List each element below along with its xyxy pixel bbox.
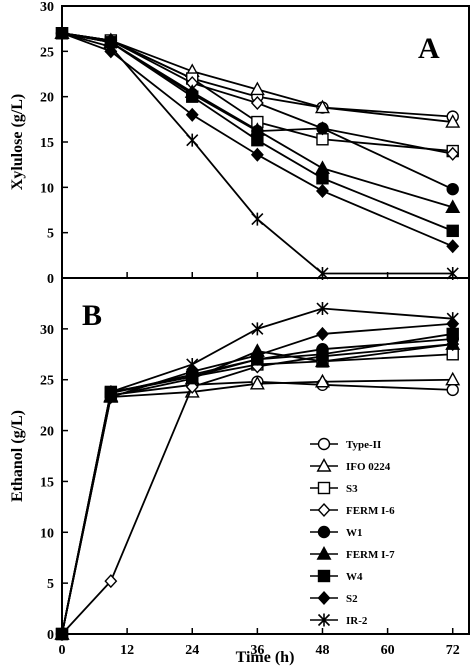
panel-b-point-ir-2 xyxy=(186,357,199,371)
panel-a-point-w1 xyxy=(316,122,329,135)
panel-b-y-tick-label: 10 xyxy=(40,526,54,541)
panel-b-point-s2 xyxy=(185,364,199,379)
panel-a-y-axis-label: Xylulose (g/L) xyxy=(9,94,26,190)
panel-b-point-ifo-0224 xyxy=(249,375,265,390)
panel-b-y-tick-label: 25 xyxy=(40,374,54,389)
panel-b-letter: B xyxy=(82,299,102,332)
panel-a-point-ir-2 xyxy=(104,40,117,54)
legend-marker-ferm-i-7 xyxy=(316,546,332,560)
panel-b-y-axis-label: Ethanol (g/L) xyxy=(9,410,26,502)
panel-a-series-line-w1 xyxy=(61,32,454,190)
legend-marker-w1 xyxy=(317,525,331,539)
panel-a-letter: A xyxy=(418,32,440,65)
panel-b-point-ferm-i-7 xyxy=(445,336,461,350)
panel-a-y-tick-label: 15 xyxy=(40,136,54,151)
x-tick-label: 0 xyxy=(59,643,66,658)
legend-marker-w4 xyxy=(317,569,331,583)
panel-a-y-tick-label: 30 xyxy=(40,0,54,15)
panel-a-point-ir-2 xyxy=(55,26,69,40)
legend-marker-s3 xyxy=(317,481,331,495)
panel-a-point-ifo-0224 xyxy=(445,114,461,128)
legend-marker-ir-2 xyxy=(317,613,331,627)
panel-a-point-ir-2 xyxy=(186,133,199,147)
panel-a-point-s2 xyxy=(446,239,460,254)
panel-a-point-ferm-i-7 xyxy=(314,160,330,174)
legend-label-ferm-i-7: FERM I-7 xyxy=(346,549,395,561)
legend-label-s2: S2 xyxy=(346,593,358,605)
panel-b-point-s2 xyxy=(316,326,329,341)
panel-a-series-line-w4 xyxy=(61,32,454,232)
panel-a-y-tick-label: 5 xyxy=(47,227,54,242)
x-tick-label: 72 xyxy=(446,643,460,658)
panel-b-point-ir-2 xyxy=(55,627,69,641)
panel-b-point-ir-2 xyxy=(251,322,264,336)
panel-a-point-ir-2 xyxy=(316,266,329,280)
legend-marker-ifo-0224 xyxy=(316,458,332,472)
x-tick-label: 24 xyxy=(185,643,199,658)
x-tick-label: 12 xyxy=(120,643,134,658)
panel-a-y-tick-label: 25 xyxy=(40,45,54,60)
legend-label-ir-2: IR-2 xyxy=(346,615,368,627)
series-layer xyxy=(54,25,461,642)
x-tick-label: 60 xyxy=(381,643,395,658)
legend-label-s3: S3 xyxy=(346,483,358,495)
panel-b-point-ir-2 xyxy=(316,302,329,316)
panel-a-point-s2 xyxy=(316,183,329,198)
x-tick-label: 36 xyxy=(250,643,264,658)
panel-a-point-ir-2 xyxy=(446,266,459,280)
panel-b-y-tick-label: 15 xyxy=(40,475,54,490)
legend-label-ifo-0224: IFO 0224 xyxy=(346,461,391,473)
panel-b-point-ferm-i-6 xyxy=(104,574,118,589)
legend-marker-type-ii xyxy=(317,437,331,451)
panel-a-point-s2 xyxy=(185,107,199,122)
panel-b-y-tick-label: 5 xyxy=(47,577,54,592)
legend-marker-ferm-i-6 xyxy=(317,502,331,518)
panel-a-y-tick-label: 0 xyxy=(47,272,54,287)
panel-a-point-w4 xyxy=(186,90,199,103)
panel-b-y-tick-label: 20 xyxy=(40,425,54,440)
panel-a-point-ifo-0224 xyxy=(314,99,330,114)
panel-a-series-line-s2 xyxy=(61,32,454,248)
panel-a-point-ir-2 xyxy=(251,212,264,226)
panel-a-point-w1 xyxy=(446,182,459,196)
panel-b-point-ferm-i-7 xyxy=(314,353,330,368)
panel-b-point-s2 xyxy=(250,348,264,363)
panel-b-point-ifo-0224 xyxy=(445,371,461,386)
x-tick-label: 48 xyxy=(315,643,329,658)
panel-b-point-ifo-0224 xyxy=(314,373,330,388)
panel-a-point-ferm-i-7 xyxy=(445,199,461,213)
panel-b-series-line-ferm-i-6 xyxy=(61,343,453,635)
x-axis-label: Time (h) xyxy=(236,649,295,666)
panel-a-series-line-ir-2 xyxy=(61,32,453,275)
panel-b-point-w4 xyxy=(316,348,329,361)
legend-label-w1: W1 xyxy=(346,527,363,539)
panel-b-frame xyxy=(61,277,470,635)
legend: Type-II IFO 0224 S3 FERM I-6 W1 FERM I-7 W4 S2 I… xyxy=(310,437,395,627)
panel-a-y-tick-label: 20 xyxy=(40,91,54,106)
legend-label-w4: W4 xyxy=(346,571,363,583)
legend-label-type-ii: Type-II xyxy=(346,439,381,451)
legend-label-ferm-i-6: FERM I-6 xyxy=(346,505,395,517)
panel-b-point-type-ii xyxy=(446,383,459,397)
panel-a-point-ferm-i-6 xyxy=(446,146,460,161)
panel-a-point-w4 xyxy=(446,224,459,238)
panel-b-y-tick-label: 0 xyxy=(47,628,54,643)
axes-ticks: 0 5 10 15 20 25 30 0 5 10 15 20 25 30 0 12 24 36 48 60 72 xyxy=(40,0,460,658)
panel-b-point-ir-2 xyxy=(104,385,117,399)
panel-b-y-tick-label: 30 xyxy=(40,323,54,338)
panel-b-point-ir-2 xyxy=(446,312,459,326)
panel-a-point-w4 xyxy=(251,133,264,147)
panel-a-point-s2 xyxy=(250,147,264,162)
panel-a-series-line-ferm-i-6 xyxy=(61,32,453,155)
panel-a-point-ferm-i-6 xyxy=(250,95,264,111)
panel-a-point-w4 xyxy=(316,172,329,185)
legend-marker-s2 xyxy=(317,590,331,606)
panel-b-series-line-ir-2 xyxy=(61,307,453,635)
panel-a-point-ifo-0224 xyxy=(249,81,265,96)
panel-a-y-tick-label: 10 xyxy=(40,181,54,196)
